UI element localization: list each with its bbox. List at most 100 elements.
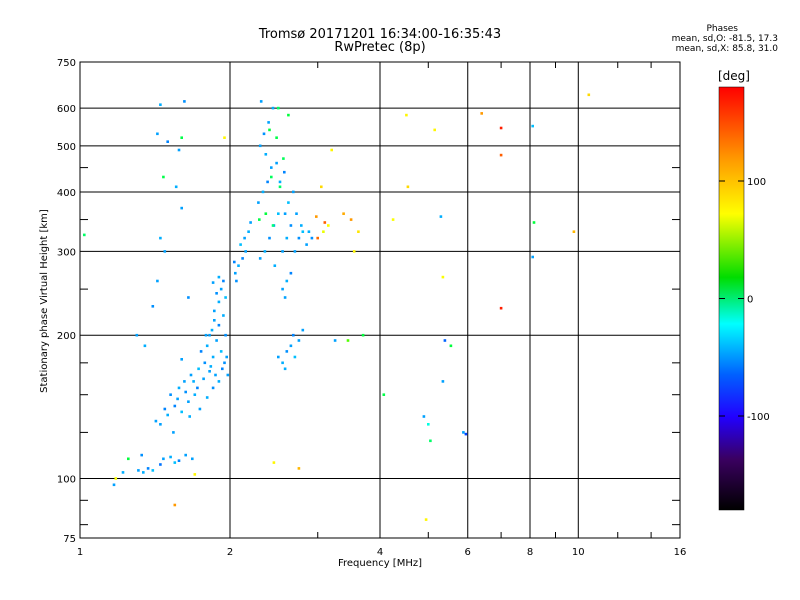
data-point — [449, 344, 453, 348]
data-point — [281, 250, 284, 253]
data-point — [154, 419, 158, 423]
y-tick-label: 500 — [57, 142, 76, 153]
data-point — [277, 106, 280, 110]
data-point — [258, 144, 262, 148]
phase-stats-heading: Phases — [706, 24, 738, 34]
data-point — [156, 279, 159, 283]
data-point — [289, 271, 293, 275]
data-point — [193, 393, 197, 396]
data-point — [289, 344, 293, 348]
data-point — [480, 112, 483, 115]
data-point — [295, 212, 298, 215]
data-point — [191, 457, 194, 461]
data-point — [221, 367, 224, 371]
data-point — [177, 386, 181, 390]
data-point — [320, 185, 323, 189]
data-point — [219, 287, 223, 291]
data-point — [433, 128, 436, 132]
data-point — [316, 236, 319, 240]
data-point — [287, 113, 290, 117]
x-tick-label: 16 — [674, 547, 687, 558]
data-point — [429, 439, 432, 443]
data-point — [169, 393, 172, 396]
data-point — [323, 221, 327, 224]
data-point — [277, 212, 280, 215]
data-point — [177, 148, 181, 152]
data-point — [275, 136, 278, 139]
data-point — [143, 344, 147, 348]
data-point — [297, 236, 301, 240]
data-point — [271, 224, 275, 227]
data-point — [587, 93, 591, 97]
data-points — [83, 93, 591, 521]
data-point — [209, 365, 213, 368]
data-point — [223, 361, 226, 365]
data-point — [441, 380, 445, 383]
data-point — [223, 136, 226, 139]
data-point — [146, 467, 150, 470]
data-point — [349, 218, 353, 221]
data-point — [391, 218, 395, 221]
data-point — [346, 339, 350, 342]
colorbar-tick-label: 0 — [747, 295, 753, 306]
data-point — [293, 355, 297, 359]
data-point — [289, 224, 293, 227]
data-point — [211, 281, 215, 284]
y-tick-label: 75 — [63, 534, 76, 545]
data-point — [292, 333, 295, 337]
data-point — [301, 230, 305, 233]
colorbar-label: [deg] — [718, 69, 750, 83]
data-point — [315, 215, 318, 218]
data-point — [224, 333, 227, 337]
data-point — [268, 128, 271, 132]
data-point — [162, 457, 165, 461]
data-point — [151, 469, 155, 472]
x-tick-label: 6 — [465, 547, 471, 558]
data-point — [499, 126, 503, 130]
data-point — [427, 423, 430, 426]
data-point — [283, 296, 287, 299]
data-point — [278, 185, 282, 189]
data-point — [237, 264, 240, 267]
data-point — [217, 275, 221, 279]
data-point — [259, 100, 263, 103]
data-point — [499, 306, 503, 310]
data-point — [443, 339, 447, 342]
x-tick-label: 1 — [77, 547, 83, 558]
data-point — [272, 461, 276, 464]
data-point — [283, 212, 287, 215]
data-point — [247, 230, 250, 233]
data-point — [283, 367, 287, 371]
data-point — [162, 175, 165, 179]
data-point — [176, 397, 179, 401]
x-tick-label: 10 — [572, 547, 585, 558]
data-point — [270, 166, 273, 169]
data-point — [267, 121, 270, 124]
data-point — [163, 407, 167, 411]
data-point — [127, 457, 130, 461]
data-point — [197, 367, 200, 371]
data-point — [156, 132, 159, 136]
data-point — [180, 358, 183, 361]
data-point — [239, 243, 242, 246]
data-point — [278, 180, 282, 184]
data-point — [177, 459, 181, 462]
data-point — [532, 221, 536, 224]
data-point — [83, 233, 86, 237]
data-point — [215, 339, 218, 342]
data-point — [169, 455, 172, 459]
data-point — [249, 221, 252, 224]
data-point — [121, 471, 125, 474]
y-tick-label: 750 — [57, 58, 76, 69]
data-point — [192, 380, 195, 383]
data-point — [159, 236, 162, 240]
y-tick-label: 100 — [57, 475, 76, 486]
data-point — [263, 250, 267, 253]
data-point — [361, 333, 365, 337]
data-point — [166, 413, 169, 417]
data-point — [188, 415, 191, 418]
data-point — [499, 153, 503, 157]
grid-lines — [80, 62, 680, 538]
data-point — [222, 314, 225, 317]
y-tick-label: 400 — [57, 188, 76, 199]
